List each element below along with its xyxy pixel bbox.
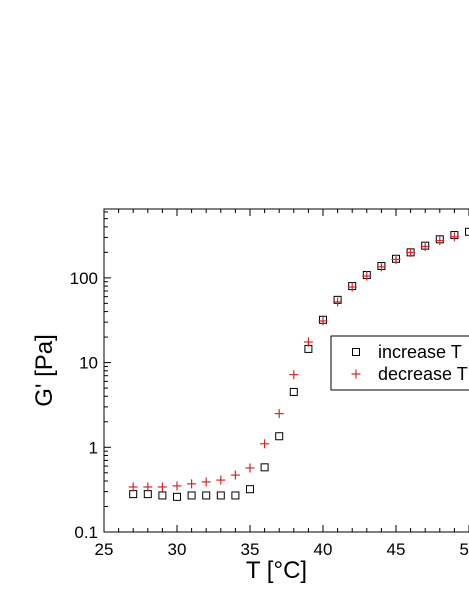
point-decrease-t <box>128 482 138 492</box>
point-increase-t <box>216 491 225 500</box>
point-decrease-t <box>172 481 182 491</box>
point-decrease-t <box>230 470 240 480</box>
point-increase-t <box>143 490 152 499</box>
x-tick-label: 40 <box>314 540 333 559</box>
point-decrease-t <box>376 262 386 272</box>
point-decrease-t <box>201 477 211 487</box>
point-decrease-t <box>333 297 343 307</box>
point-decrease-t <box>303 337 313 347</box>
point-decrease-t <box>260 439 270 449</box>
x-tick-label: 30 <box>168 540 187 559</box>
legend-box <box>330 335 469 391</box>
series-layer <box>128 227 469 501</box>
point-increase-t <box>260 463 269 472</box>
point-increase-t <box>289 387 298 396</box>
point-decrease-t <box>420 241 430 251</box>
point-increase-t <box>187 491 196 500</box>
legend-entry: increase T <box>352 342 462 362</box>
x-tick-label: 35 <box>241 540 260 559</box>
series-decrease-t <box>128 232 459 492</box>
point-decrease-t <box>187 479 197 489</box>
point-increase-t <box>202 491 211 500</box>
legend-marker-plus <box>351 369 361 379</box>
point-decrease-t <box>216 475 226 485</box>
x-tick-label: 45 <box>387 540 406 559</box>
point-decrease-t <box>347 282 357 292</box>
x-tick-label: 25 <box>95 540 114 559</box>
point-increase-t <box>465 227 469 236</box>
point-decrease-t <box>391 254 401 264</box>
x-axis: 25 30 35 40 45 50 <box>95 209 469 559</box>
y-axis: 0.1 1 10 100 <box>70 211 111 542</box>
legend-label: decrease T <box>378 364 468 384</box>
point-decrease-t <box>143 482 153 492</box>
point-decrease-t <box>449 232 459 242</box>
legend-marker-square <box>352 348 360 356</box>
point-increase-t <box>231 491 240 500</box>
y-tick-label: 100 <box>70 269 98 288</box>
point-decrease-t <box>245 463 255 473</box>
point-increase-t <box>158 491 167 500</box>
legend-entry: decrease T <box>351 364 468 384</box>
point-decrease-t <box>274 409 284 419</box>
x-tick-label: 50 <box>460 540 469 559</box>
point-increase-t <box>129 490 138 499</box>
y-tick-label: 10 <box>79 354 98 373</box>
point-increase-t <box>246 485 254 494</box>
point-decrease-t <box>362 271 372 281</box>
y-axis-title: G' [Pa] <box>31 334 58 407</box>
point-decrease-t <box>289 370 299 380</box>
point-decrease-t <box>157 482 167 492</box>
point-decrease-t <box>318 316 328 326</box>
point-decrease-t <box>406 247 416 257</box>
y-tick-label: 1 <box>89 438 98 457</box>
point-decrease-t <box>435 236 445 246</box>
point-increase-t <box>275 432 284 441</box>
point-increase-t <box>173 492 181 501</box>
y-tick-label: 0.1 <box>74 523 98 542</box>
x-axis-title: T [°C] <box>246 557 307 584</box>
legend-label: increase T <box>378 342 462 362</box>
